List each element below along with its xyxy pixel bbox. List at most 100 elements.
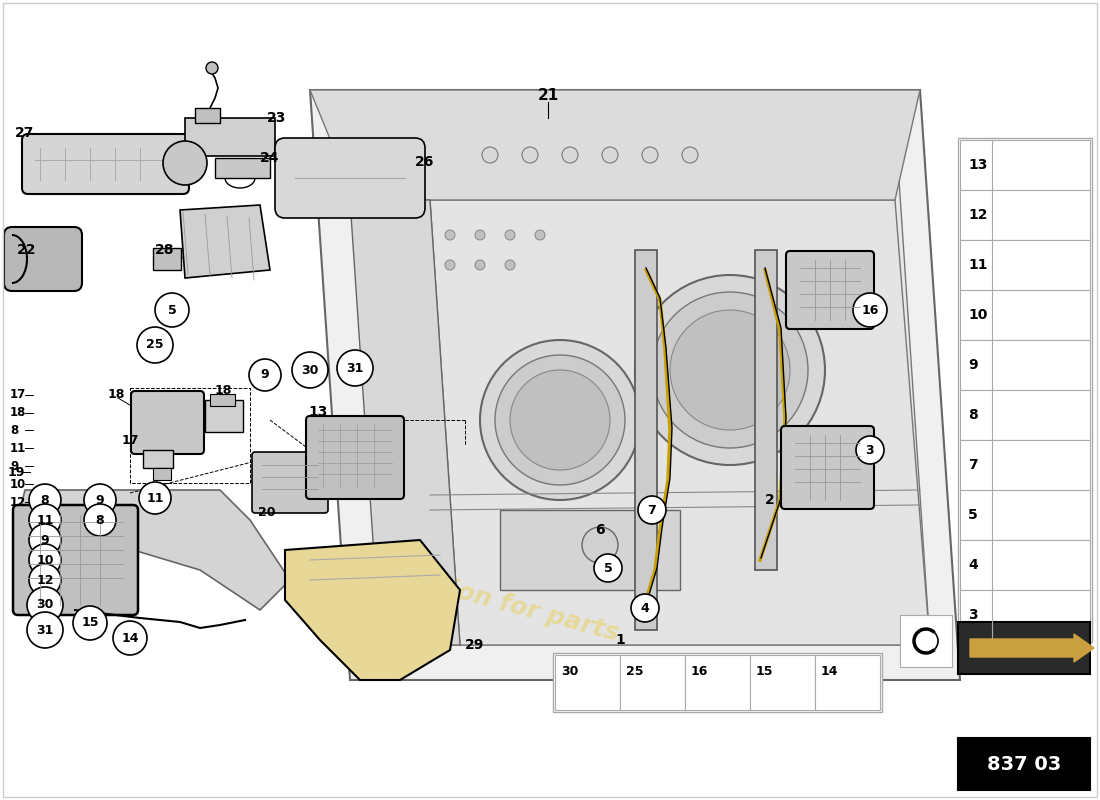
Circle shape: [29, 484, 60, 516]
Circle shape: [852, 293, 887, 327]
Polygon shape: [430, 200, 930, 645]
Bar: [210, 394, 235, 406]
Text: 14: 14: [821, 665, 838, 678]
Circle shape: [138, 327, 173, 363]
Circle shape: [505, 260, 515, 270]
Circle shape: [28, 612, 63, 648]
Polygon shape: [310, 90, 960, 680]
Text: 17: 17: [10, 389, 26, 402]
Text: 21: 21: [538, 87, 559, 102]
Bar: [750, 655, 815, 710]
FancyBboxPatch shape: [22, 134, 189, 194]
Bar: [958, 138, 1092, 642]
Text: 12: 12: [36, 574, 54, 586]
Text: 23: 23: [267, 111, 286, 125]
Circle shape: [84, 504, 116, 536]
Text: 11: 11: [10, 442, 26, 454]
Circle shape: [28, 587, 63, 623]
Circle shape: [505, 230, 515, 240]
Bar: [960, 290, 1090, 340]
Circle shape: [84, 484, 116, 516]
Text: 8: 8: [968, 408, 978, 422]
Bar: [960, 140, 1090, 190]
Text: 27: 27: [15, 126, 34, 140]
Polygon shape: [15, 490, 290, 610]
Bar: [755, 250, 777, 570]
Text: 10: 10: [36, 554, 54, 566]
Bar: [153, 248, 182, 270]
Circle shape: [446, 230, 455, 240]
FancyBboxPatch shape: [131, 391, 204, 454]
Text: 5: 5: [604, 562, 613, 574]
Text: 19: 19: [8, 466, 25, 478]
Circle shape: [535, 230, 544, 240]
Polygon shape: [350, 200, 460, 645]
Bar: [556, 655, 620, 710]
Text: 837 03: 837 03: [987, 754, 1062, 774]
Circle shape: [482, 147, 498, 163]
Circle shape: [670, 310, 790, 430]
Bar: [960, 540, 1090, 590]
Text: 31: 31: [36, 623, 54, 637]
Text: 22: 22: [16, 243, 36, 257]
Text: 25: 25: [146, 338, 164, 351]
Polygon shape: [180, 205, 270, 278]
Circle shape: [642, 147, 658, 163]
Text: 9: 9: [10, 459, 19, 473]
Bar: [958, 622, 1090, 674]
Bar: [553, 653, 882, 712]
Text: 18: 18: [214, 383, 232, 397]
Bar: [620, 655, 685, 710]
Bar: [130, 388, 250, 483]
Text: 12: 12: [10, 495, 26, 509]
Text: 9: 9: [261, 369, 270, 382]
Circle shape: [602, 147, 618, 163]
Text: 18: 18: [10, 406, 26, 419]
Circle shape: [337, 350, 373, 386]
FancyBboxPatch shape: [781, 426, 875, 509]
Circle shape: [292, 352, 328, 388]
Bar: [815, 655, 880, 710]
Text: 11: 11: [146, 491, 164, 505]
Text: 16: 16: [691, 665, 708, 678]
Bar: [195, 108, 220, 123]
Bar: [500, 510, 680, 590]
Circle shape: [582, 527, 618, 563]
Text: 9: 9: [41, 534, 50, 546]
Text: 5: 5: [167, 303, 176, 317]
FancyBboxPatch shape: [13, 505, 138, 615]
Text: 1: 1: [615, 633, 625, 647]
Text: 28: 28: [155, 243, 175, 257]
Bar: [960, 340, 1090, 390]
Circle shape: [29, 524, 60, 556]
Text: 26: 26: [415, 155, 434, 169]
Text: 11: 11: [36, 514, 54, 526]
Circle shape: [638, 496, 666, 524]
Bar: [960, 490, 1090, 540]
Text: 15: 15: [756, 665, 773, 678]
Bar: [960, 590, 1090, 640]
Text: 20: 20: [258, 506, 275, 519]
Circle shape: [446, 260, 455, 270]
Text: 31: 31: [346, 362, 364, 374]
Circle shape: [113, 621, 147, 655]
Text: 30: 30: [301, 363, 319, 377]
Circle shape: [631, 594, 659, 622]
Text: 6: 6: [595, 523, 605, 537]
Text: 5: 5: [968, 508, 978, 522]
Text: 14: 14: [121, 631, 139, 645]
Polygon shape: [310, 90, 920, 200]
Bar: [185, 118, 275, 156]
Text: 7: 7: [648, 503, 657, 517]
FancyBboxPatch shape: [252, 452, 328, 513]
Text: 24: 24: [260, 151, 279, 165]
FancyBboxPatch shape: [306, 416, 404, 499]
FancyBboxPatch shape: [4, 227, 82, 291]
Text: 8: 8: [41, 494, 50, 506]
Circle shape: [249, 359, 280, 391]
Bar: [153, 468, 170, 480]
Circle shape: [522, 147, 538, 163]
Text: 9: 9: [96, 494, 104, 506]
Text: 4: 4: [640, 602, 649, 614]
Circle shape: [206, 62, 218, 74]
